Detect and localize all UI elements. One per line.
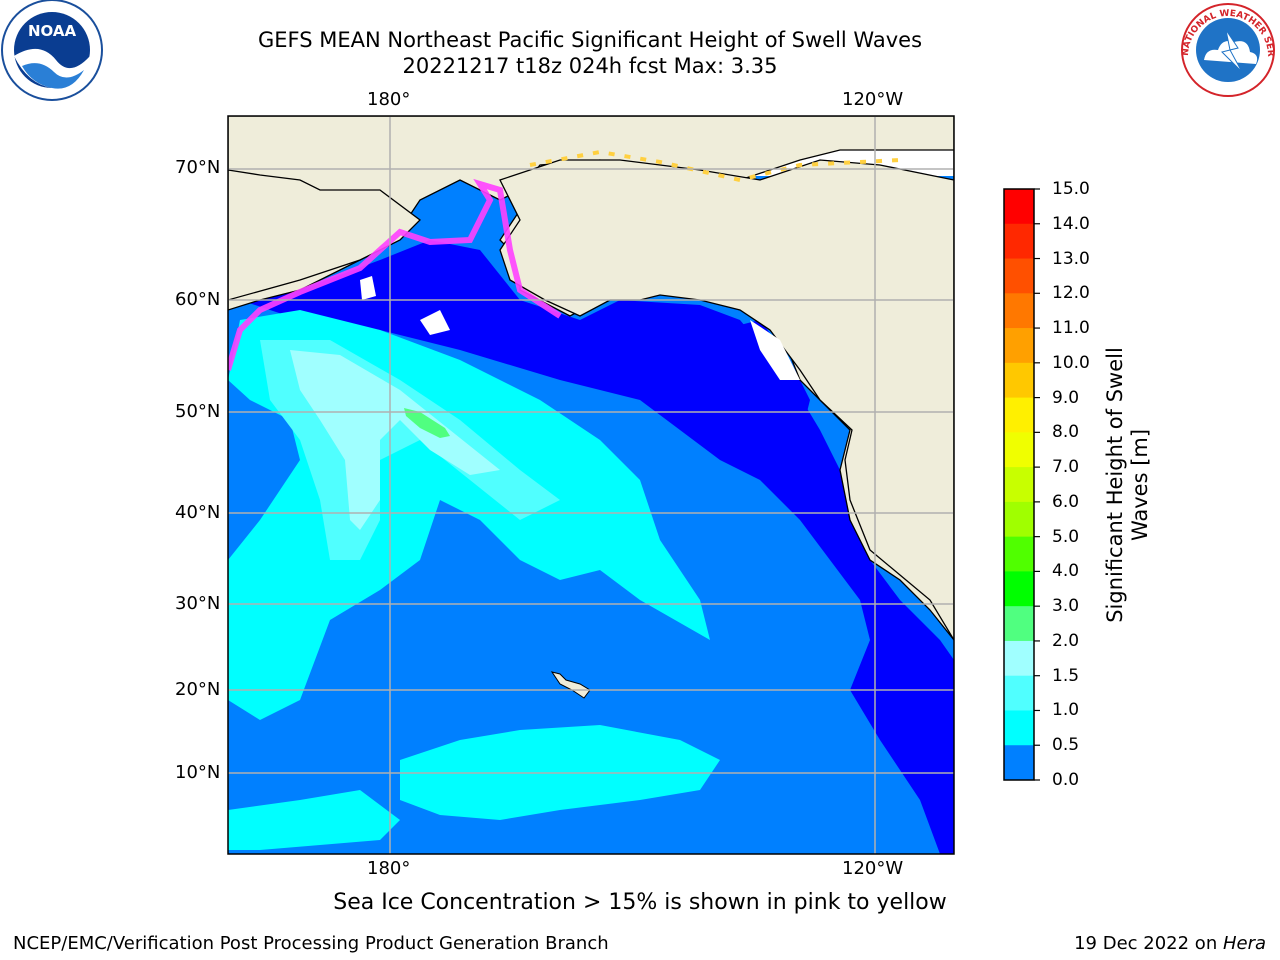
sea-ice-edge xyxy=(228,178,562,371)
colorbar-tick-label: 4.0 xyxy=(1052,561,1080,582)
colorbar-tick-label: 10.0 xyxy=(1052,352,1090,373)
colorbar-tick-label: 2.0 xyxy=(1052,630,1080,651)
colorbar-tick-label: 5.0 xyxy=(1052,526,1080,547)
colorbar-segment xyxy=(1004,501,1034,538)
colorbar-tick-label: 11.0 xyxy=(1052,318,1090,339)
colorbar-segment xyxy=(1004,293,1034,329)
colorbar-segment xyxy=(1004,675,1034,711)
colorbar-segment xyxy=(1004,745,1034,781)
lon-label-bottom-180: 180° xyxy=(367,858,411,879)
lon-label-top-180: 180° xyxy=(367,89,411,110)
sea-ice-note: Sea Ice Concentration > 15% is shown in … xyxy=(333,890,947,915)
colorbar-tick-label: 9.0 xyxy=(1052,387,1080,408)
lat-label-30n: 30°N xyxy=(175,593,221,614)
credit-host: Hera xyxy=(1222,933,1266,954)
lat-label-50n: 50°N xyxy=(175,401,221,422)
colorbar-tick-label: 0.0 xyxy=(1052,770,1080,790)
max-swell-patch xyxy=(404,408,450,438)
colorbar-label-line1: Significant Height of Swell xyxy=(1103,347,1127,623)
graticule xyxy=(228,116,954,854)
lat-label-20n: 20°N xyxy=(175,679,221,700)
colorbar-segment xyxy=(1004,710,1034,746)
colorbar-segment xyxy=(1004,640,1034,677)
colorbar-tick-label: 13.0 xyxy=(1052,248,1090,269)
colorbar-frame xyxy=(1003,188,1035,781)
noaa-logo: NOAA xyxy=(1,0,103,101)
credit-right: 19 Dec 2022 on Hera xyxy=(1074,933,1266,954)
colorbar-segment xyxy=(1004,258,1034,294)
colorbar-segment xyxy=(1004,571,1034,607)
siberia-land xyxy=(228,169,421,301)
colorbar-segment xyxy=(1004,328,1034,364)
colorbar xyxy=(1003,188,1040,781)
colorbar-segment xyxy=(1004,432,1034,468)
lat-label-40n: 40°N xyxy=(175,502,221,523)
lon-label-bottom-120w: 120°W xyxy=(842,858,904,879)
colorbar-tick-label: 3.0 xyxy=(1052,596,1080,617)
colorbar-tick-label: 0.5 xyxy=(1052,735,1080,756)
colorbar-segment xyxy=(1004,467,1034,503)
colorbar-segment xyxy=(1004,223,1034,260)
colorbar-label-line2: Waves [m] xyxy=(1128,428,1152,542)
lat-label-60n: 60°N xyxy=(175,289,221,310)
map-frame xyxy=(227,115,955,855)
colorbar-tick-label: 12.0 xyxy=(1052,283,1090,304)
colorbar-tick-label: 15.0 xyxy=(1052,179,1090,199)
sea-ice-edge-yellow xyxy=(529,149,901,183)
lat-label-10n: 10°N xyxy=(175,762,221,783)
colorbar-tick-label: 8.0 xyxy=(1052,422,1080,443)
lon-label-top-120w: 120°W xyxy=(842,89,904,110)
colorbar-tick-label: 7.0 xyxy=(1052,457,1080,478)
colorbar-segment xyxy=(1004,189,1034,225)
credit-date: 19 Dec 2022 on xyxy=(1074,933,1223,954)
nws-logo: NATIONAL WEATHER SERVICE xyxy=(1176,0,1278,100)
colorbar-segment xyxy=(1004,606,1034,642)
lat-label-70n: 70°N xyxy=(175,157,221,178)
colorbar-segment xyxy=(1004,397,1034,433)
colorbar-tick-label: 1.0 xyxy=(1052,700,1080,721)
colorbar-tick-label: 6.0 xyxy=(1052,491,1080,512)
colorbar-segment xyxy=(1004,536,1034,572)
colorbar-tick-label: 1.5 xyxy=(1052,665,1080,686)
colorbar-segment xyxy=(1004,362,1034,399)
colorbar-tick-label: 14.0 xyxy=(1052,213,1090,234)
credit-left: NCEP/EMC/Verification Post Processing Pr… xyxy=(13,933,609,954)
chart-subtitle: 20221217 t18z 024h fcst Max: 3.35 xyxy=(402,54,778,78)
noaa-logo-text: NOAA xyxy=(28,22,77,40)
chart-title: GEFS MEAN Northeast Pacific Significant … xyxy=(257,28,923,52)
